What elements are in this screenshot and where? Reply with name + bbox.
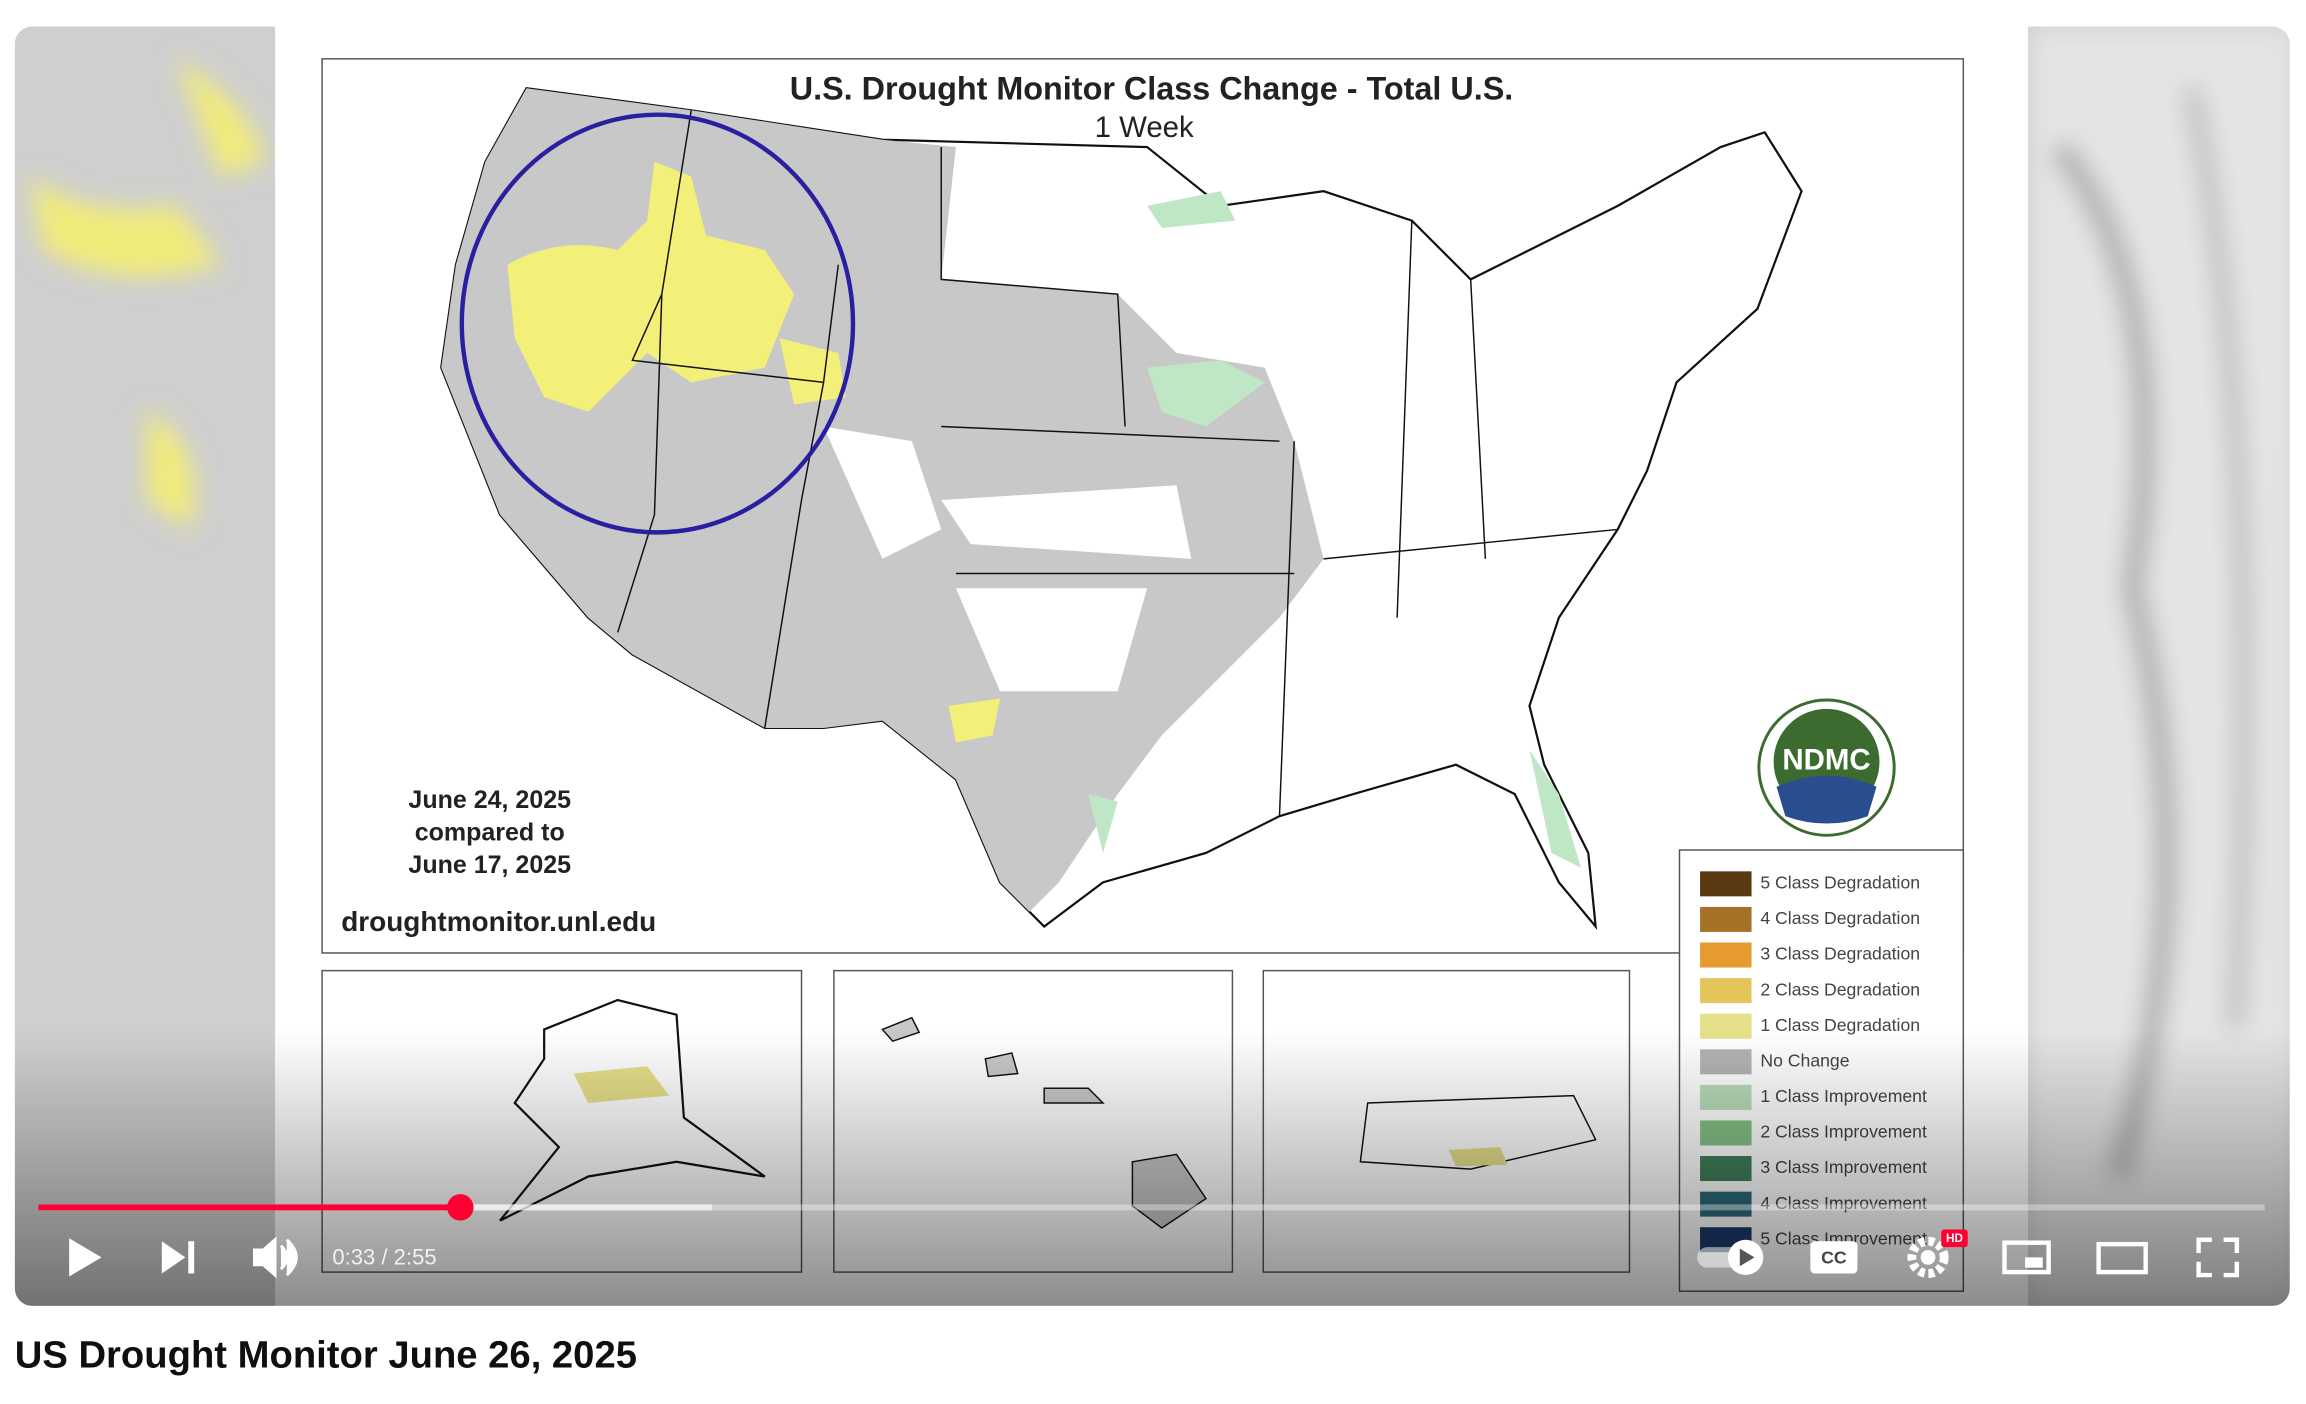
legend-label: 5 Class Degradation [1760, 872, 1920, 892]
legend-swatch [1700, 942, 1752, 968]
volume-button[interactable] [252, 1236, 298, 1279]
hd-label: HD [1946, 1232, 1963, 1245]
legend-swatch [1700, 906, 1752, 932]
logo-text: NDMC [1782, 744, 1870, 777]
legend-label: 4 Class Degradation [1760, 908, 1920, 928]
video-title: US Drought Monitor June 26, 2025 [15, 1333, 637, 1376]
play-button[interactable] [69, 1238, 102, 1277]
map-subtitle: 1 Week [1095, 111, 1194, 144]
next-button[interactable] [161, 1241, 195, 1274]
captions-button[interactable] [1810, 1241, 1858, 1274]
date-line: compared to [415, 818, 565, 846]
hd-badge [1941, 1229, 1968, 1248]
highlight-circle [459, 112, 856, 535]
theater-button[interactable] [2096, 1241, 2148, 1275]
settings-button[interactable] [1907, 1236, 1949, 1278]
legend-label: 2 Class Degradation [1760, 979, 1920, 999]
us-map [440, 87, 1803, 930]
miniplayer-button[interactable] [2002, 1240, 2051, 1275]
ndmc-logo: NDMC [1757, 698, 1896, 837]
legend-label: 3 Class Degradation [1760, 944, 1920, 964]
captions-label: CC [1821, 1248, 1847, 1268]
source-url: droughtmonitor.unl.edu [341, 906, 656, 937]
legend-swatch [1700, 871, 1752, 897]
map-title: U.S. Drought Monitor Class Change - Tota… [790, 71, 1514, 107]
date-line: June 24, 2025 [408, 786, 571, 814]
time-display: 0:33 / 2:55 [332, 1245, 436, 1270]
progress-handle[interactable] [447, 1194, 474, 1221]
legend-swatch [1700, 978, 1752, 1004]
date-line: June 17, 2025 [408, 851, 571, 879]
video-player[interactable]: U.S. Drought Monitor Class Change - Tota… [14, 26, 2294, 1306]
fullscreen-button[interactable] [2196, 1237, 2240, 1278]
